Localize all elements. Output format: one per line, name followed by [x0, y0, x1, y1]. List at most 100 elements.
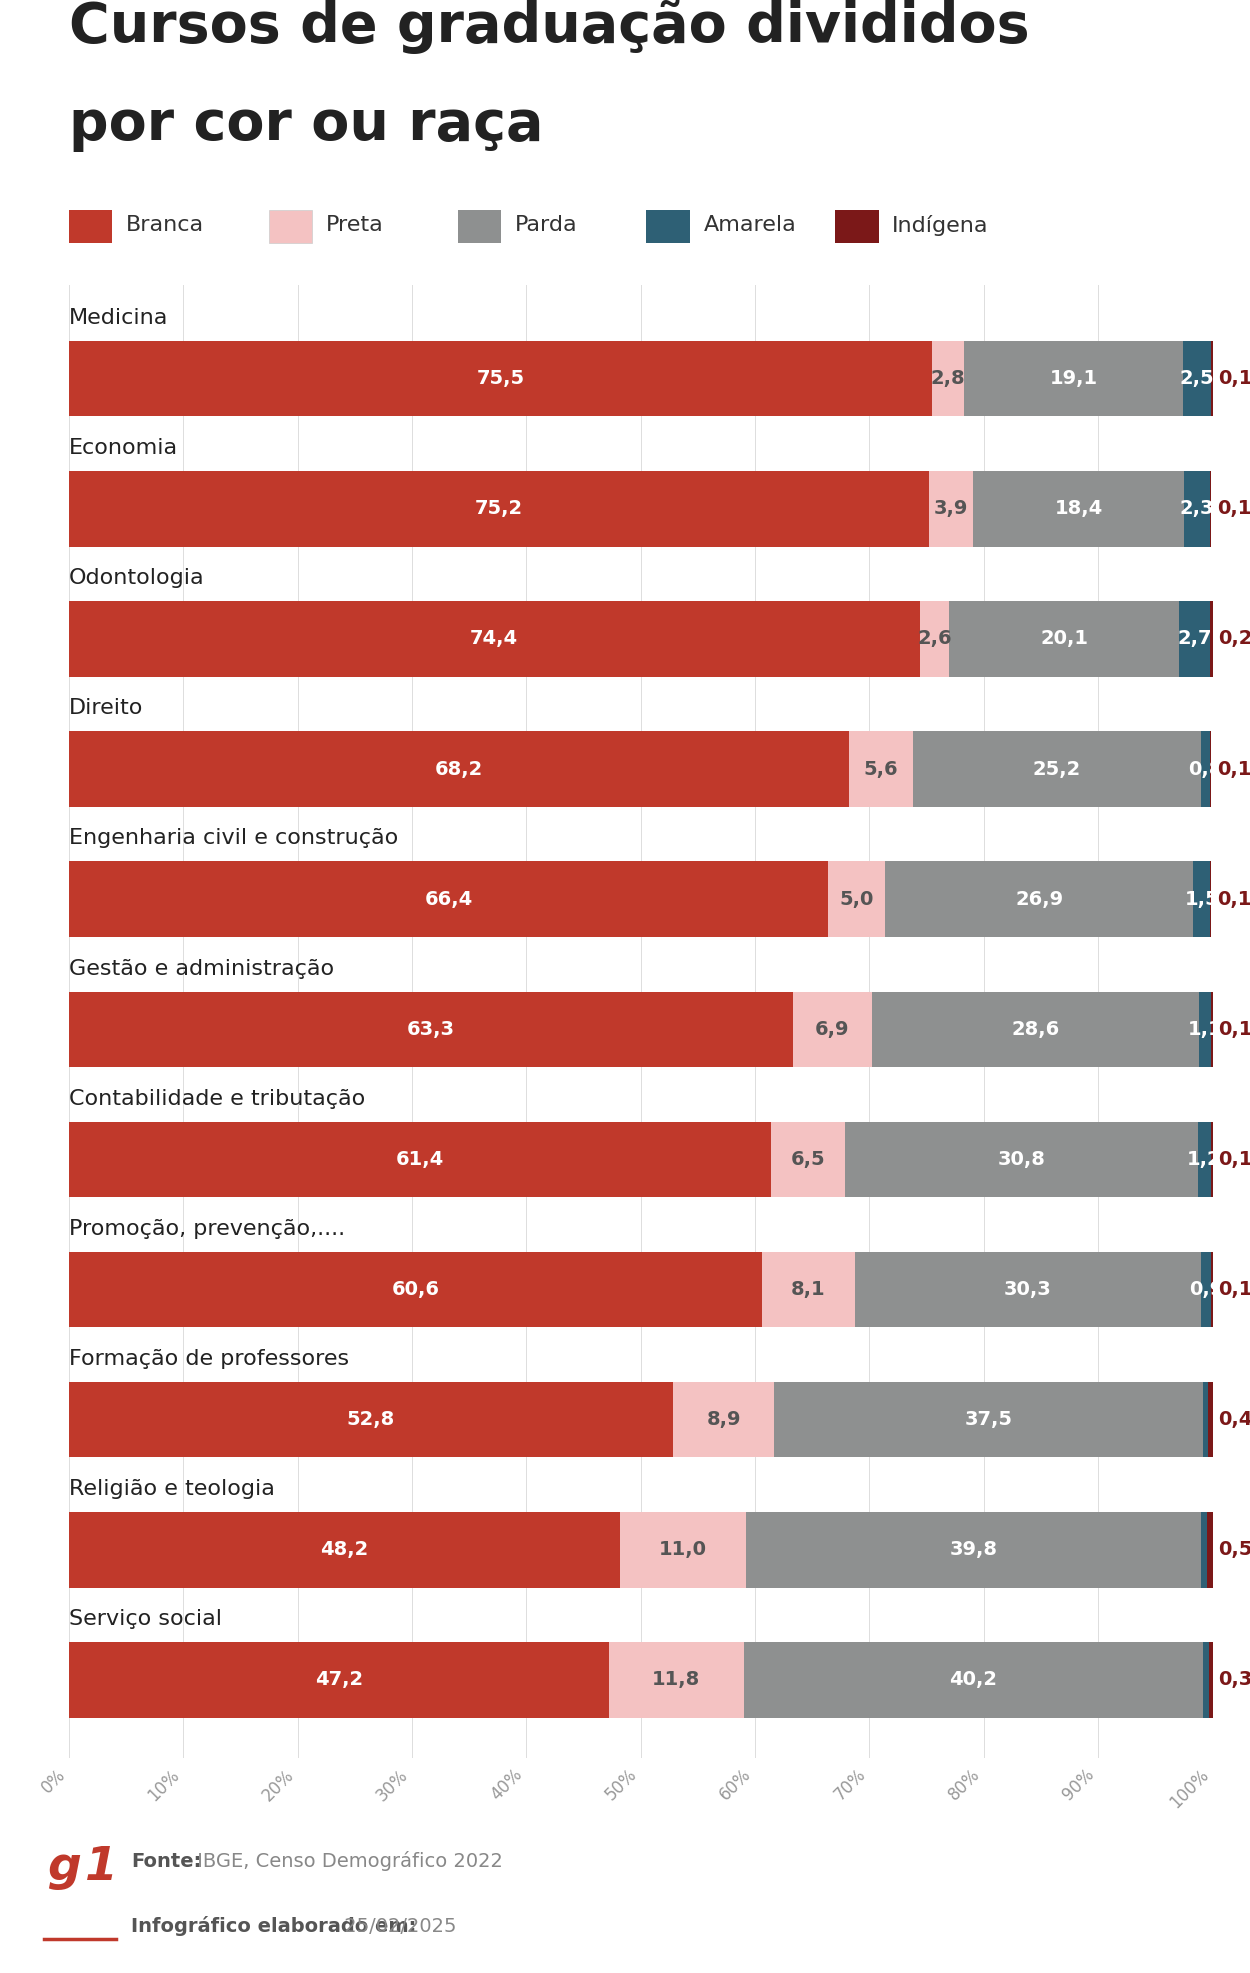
Text: 20,1: 20,1	[1040, 629, 1089, 649]
Text: 11,0: 11,0	[659, 1541, 707, 1559]
Bar	[849, 732, 912, 807]
Text: 1,2: 1,2	[1188, 1150, 1221, 1168]
Text: Branca: Branca	[126, 215, 204, 235]
Bar	[69, 862, 829, 937]
Text: 47,2: 47,2	[315, 1671, 362, 1689]
Bar	[69, 1511, 620, 1588]
Text: 18,4: 18,4	[1055, 499, 1102, 519]
Text: Medicina: Medicina	[69, 308, 168, 328]
Text: 40,2: 40,2	[950, 1671, 998, 1689]
Text: 25,2: 25,2	[1032, 760, 1081, 779]
Bar	[871, 992, 1199, 1067]
Bar	[1184, 472, 1210, 547]
Text: 11,8: 11,8	[652, 1671, 700, 1689]
Text: Cursos de graduação divididos: Cursos de graduação divididos	[69, 0, 1030, 53]
Bar	[932, 341, 964, 416]
Bar	[69, 732, 849, 807]
Text: Parda: Parda	[515, 215, 578, 235]
Text: Gestão e administração: Gestão e administração	[69, 959, 334, 979]
Bar	[69, 472, 929, 547]
Bar	[1201, 1511, 1206, 1588]
Text: 2,7: 2,7	[1178, 629, 1212, 649]
Text: 68,2: 68,2	[435, 760, 482, 779]
Text: 5,6: 5,6	[864, 760, 897, 779]
Text: Religião e teologia: Religião e teologia	[69, 1480, 275, 1499]
Bar	[1206, 1511, 1212, 1588]
Text: 2,3: 2,3	[1180, 499, 1214, 519]
Text: 63,3: 63,3	[406, 1020, 455, 1040]
Text: 0,1: 0,1	[1219, 1280, 1250, 1298]
Text: Promoção, prevenção,....: Promoção, prevenção,....	[69, 1219, 345, 1239]
Bar	[885, 862, 1192, 937]
Bar	[845, 1123, 1198, 1198]
Bar	[69, 1123, 771, 1198]
FancyBboxPatch shape	[69, 209, 112, 243]
Text: 1,1: 1,1	[1188, 1020, 1222, 1040]
Bar	[609, 1642, 744, 1718]
Bar	[1208, 1381, 1212, 1458]
Text: 1: 1	[85, 1845, 118, 1890]
Text: 74,4: 74,4	[470, 629, 519, 649]
Text: 0,1: 0,1	[1219, 1020, 1250, 1040]
Bar	[1179, 602, 1210, 677]
Bar	[974, 472, 1184, 547]
Text: Odontologia: Odontologia	[69, 568, 205, 588]
Bar	[744, 1642, 1204, 1718]
Text: 2,5: 2,5	[1180, 369, 1214, 389]
Text: Formação de professores: Formação de professores	[69, 1350, 349, 1369]
Bar	[1204, 1381, 1208, 1458]
Text: g: g	[48, 1845, 81, 1890]
Bar	[920, 602, 950, 677]
Text: 75,2: 75,2	[475, 499, 522, 519]
Text: 28,6: 28,6	[1011, 1020, 1059, 1040]
Text: 75,5: 75,5	[476, 369, 525, 389]
FancyBboxPatch shape	[269, 209, 312, 243]
Bar	[69, 1251, 761, 1328]
Bar	[1201, 1251, 1211, 1328]
Bar	[1199, 992, 1211, 1067]
Bar	[69, 602, 920, 677]
Bar	[1201, 732, 1210, 807]
Bar	[771, 1123, 845, 1198]
Text: Direito: Direito	[69, 698, 142, 718]
Text: Engenharia civil e construção: Engenharia civil e construção	[69, 829, 398, 848]
Bar	[912, 732, 1201, 807]
Text: 61,4: 61,4	[396, 1150, 444, 1168]
Bar	[964, 341, 1182, 416]
FancyBboxPatch shape	[646, 209, 690, 243]
Text: 30,3: 30,3	[1004, 1280, 1051, 1298]
Bar	[1182, 341, 1211, 416]
Text: 48,2: 48,2	[320, 1541, 369, 1559]
Text: 6,5: 6,5	[791, 1150, 825, 1168]
Text: por cor ou raça: por cor ou raça	[69, 97, 544, 152]
Text: 2,8: 2,8	[931, 369, 965, 389]
Bar	[1198, 1123, 1211, 1198]
Text: 5,0: 5,0	[840, 890, 874, 910]
Bar	[929, 472, 974, 547]
Bar	[792, 992, 871, 1067]
Bar	[1210, 602, 1212, 677]
Text: 1,5: 1,5	[1184, 890, 1219, 910]
Bar	[746, 1511, 1201, 1588]
Text: Contabilidade e tributação: Contabilidade e tributação	[69, 1089, 365, 1109]
Bar	[775, 1381, 1204, 1458]
Text: 60,6: 60,6	[391, 1280, 439, 1298]
Text: Preta: Preta	[326, 215, 384, 235]
Text: 0,1: 0,1	[1218, 890, 1250, 910]
FancyBboxPatch shape	[458, 209, 501, 243]
Bar	[1204, 1642, 1209, 1718]
Bar	[950, 602, 1179, 677]
Bar	[69, 1642, 609, 1718]
Bar	[1192, 862, 1210, 937]
Text: Fonte:: Fonte:	[131, 1853, 201, 1870]
Bar	[620, 1511, 746, 1588]
Text: 0,9: 0,9	[1189, 1280, 1224, 1298]
Text: Economia: Economia	[69, 438, 178, 458]
Text: 25/02/2025: 25/02/2025	[338, 1918, 456, 1936]
Bar	[672, 1381, 775, 1458]
Text: 3,9: 3,9	[934, 499, 969, 519]
Text: 66,4: 66,4	[424, 890, 472, 910]
Text: 39,8: 39,8	[950, 1541, 998, 1559]
Text: 0,2: 0,2	[1219, 629, 1250, 649]
Text: Amarela: Amarela	[704, 215, 796, 235]
